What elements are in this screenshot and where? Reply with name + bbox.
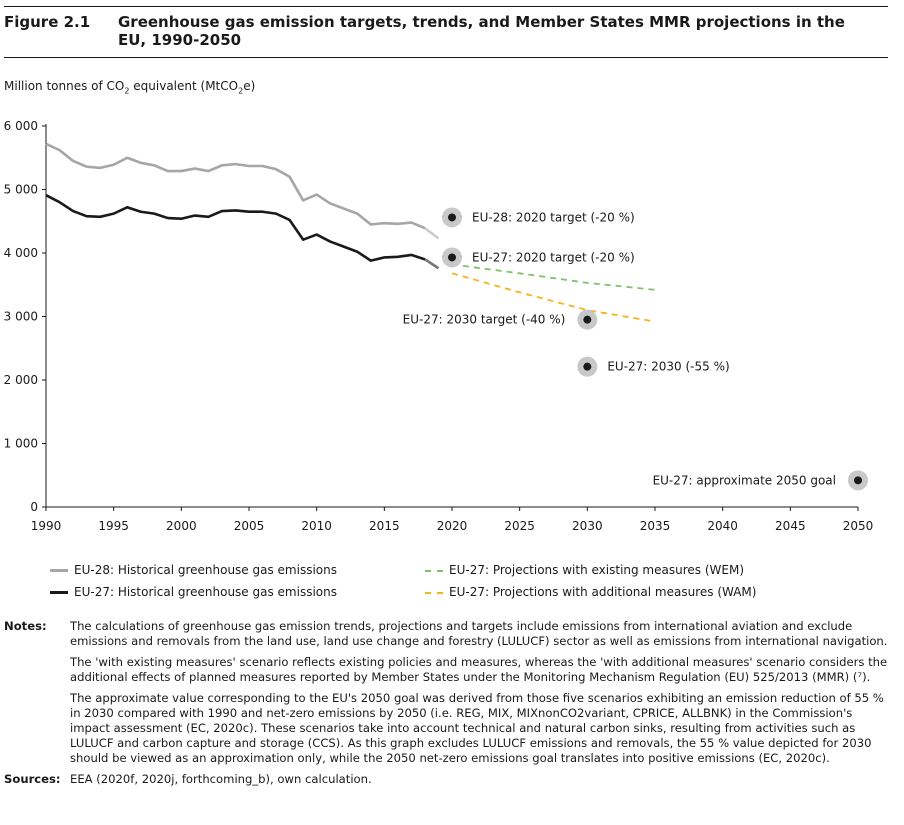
y-tick-label: 2 000 <box>4 373 38 387</box>
x-tick-label: 2035 <box>640 519 671 533</box>
target-marker-dot <box>448 213 456 222</box>
notes-text: The 'with existing measures' scenario re… <box>70 655 888 684</box>
target-label: EU-27: 2030 target (-40 %) <box>403 313 566 327</box>
eu28-historical-line <box>45 142 426 230</box>
y-tick-label: 3 000 <box>4 310 38 324</box>
figure-title: Greenhouse gas emission targets, trends,… <box>118 13 845 49</box>
wam-projection-line <box>451 272 656 323</box>
emissions-chart: 0 1 000 2 000 3 000 4 000 5 000 6 000 1990 1995 2… <box>4 119 874 533</box>
figure-label: Figure 2.1 <box>4 13 91 31</box>
x-tick-label: 2015 <box>369 519 400 533</box>
notes-text: The approximate value corresponding to t… <box>70 691 884 765</box>
eu27-historical-line <box>45 194 426 262</box>
y-tick-label: 6 000 <box>4 119 38 133</box>
x-tick-label: 2005 <box>234 519 265 533</box>
legend-item-wam-projection: EU-27: Projections with additional measu… <box>425 585 756 599</box>
x-tick-label: 2010 <box>301 519 332 533</box>
notes-paragraph: The approximate value corresponding to t… <box>4 691 888 766</box>
y-tick-label: 4 000 <box>4 246 38 260</box>
legend-item-eu27-historical: EU-27: Historical greenhouse gas emissio… <box>50 585 337 599</box>
wem-projection-line <box>451 263 656 291</box>
y-axis-unit-label: Million tonnes of CO2 equivalent (MtCO2e… <box>4 79 256 96</box>
notes-section: Notes: The calculations of greenhouse ga… <box>4 619 888 793</box>
target-marker-dot <box>854 476 862 485</box>
notes-paragraph: The 'with existing measures' scenario re… <box>4 655 888 685</box>
x-tick-label: 2040 <box>707 519 738 533</box>
sources-key: Sources: <box>4 772 61 786</box>
y-tick-label: 1 000 <box>4 437 38 451</box>
x-tick-label: 2025 <box>504 519 535 533</box>
x-tick-label: 2045 <box>775 519 806 533</box>
target-label: EU-28: 2020 target (-20 %) <box>472 210 635 224</box>
figure-header: Figure 2.1 Greenhouse gas emission targe… <box>4 6 888 58</box>
x-tick-label: 1990 <box>31 519 62 533</box>
sources-text: EEA (2020f, 2020j, forthcoming_b), own c… <box>70 772 372 786</box>
target-marker-dot <box>583 362 592 371</box>
target-label: EU-27: 2030 (-55 %) <box>607 360 729 374</box>
x-tick-label: 2020 <box>437 519 468 533</box>
x-tick-label: 1995 <box>98 519 129 533</box>
target-marker-dot <box>583 315 592 324</box>
y-tick-label: 0 <box>30 500 38 514</box>
target-marker-dot <box>448 253 456 262</box>
legend-item-wem-projection: EU-27: Projections with existing measure… <box>425 563 744 577</box>
eu27-historical-line-tail <box>424 258 440 270</box>
x-tick-label: 2030 <box>572 519 603 533</box>
target-label: EU-27: 2020 target (-20 %) <box>472 250 635 264</box>
eu28-historical-line-tail <box>424 227 440 240</box>
target-label: EU-27: approximate 2050 goal <box>653 473 836 487</box>
legend-item-eu28-historical: EU-28: Historical greenhouse gas emissio… <box>50 563 337 577</box>
x-tick-label: 2000 <box>166 519 197 533</box>
notes-text: The calculations of greenhouse gas emiss… <box>70 619 888 648</box>
notes-paragraph: Notes: The calculations of greenhouse ga… <box>4 619 888 649</box>
notes-key: Notes: <box>4 619 47 633</box>
sources-paragraph: Sources: EEA (2020f, 2020j, forthcoming_… <box>4 772 888 787</box>
x-tick-label: 2050 <box>843 519 874 533</box>
y-tick-label: 5 000 <box>4 183 38 197</box>
